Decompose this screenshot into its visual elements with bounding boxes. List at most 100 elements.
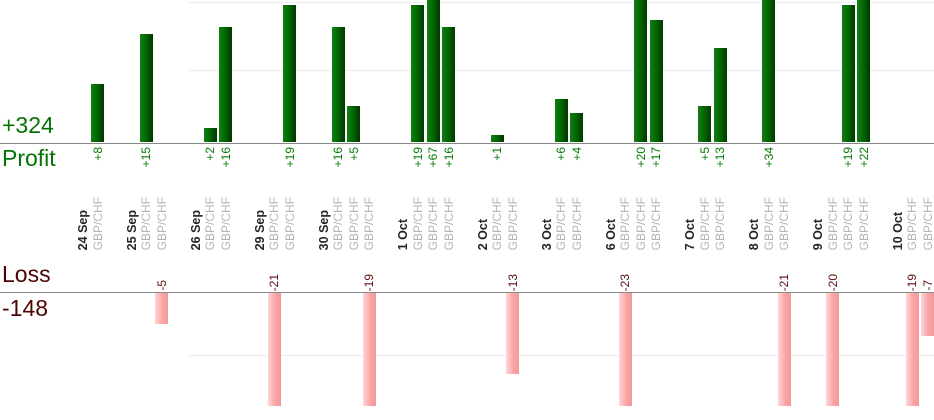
trade-column: GBP/CHF +1 bbox=[490, 0, 506, 420]
profit-gridline-lower bbox=[188, 70, 934, 71]
date-group: 7 Oct GBP/CHF +5 GBP/CHF +13 bbox=[683, 0, 728, 420]
date-column: 29 Sep bbox=[253, 0, 267, 420]
trade-column: GBP/CHF +4 bbox=[569, 0, 585, 420]
profit-axis-label: Profit bbox=[2, 145, 56, 171]
trade-column: GBP/CHF +67 bbox=[426, 0, 442, 420]
currency-pair-label: GBP/CHF bbox=[761, 196, 776, 250]
profit-value-label: +19 bbox=[841, 147, 856, 168]
loss-bar bbox=[777, 293, 791, 406]
profit-value-label: +19 bbox=[410, 147, 425, 168]
profit-bar bbox=[219, 27, 232, 142]
date-label: 26 Sep bbox=[188, 209, 203, 250]
date-column: 3 Oct bbox=[540, 0, 554, 420]
currency-pair-label: GBP/CHF bbox=[618, 196, 633, 250]
trade-column: GBP/CHF +13 bbox=[713, 0, 729, 420]
currency-pair-label: GBP/CHF bbox=[554, 196, 569, 250]
profit-bar bbox=[331, 27, 345, 142]
date-label: 1 Oct bbox=[396, 218, 410, 250]
date-column: 8 Oct bbox=[747, 0, 761, 420]
trade-column: GBP/CHF +17 bbox=[649, 0, 665, 420]
trade-column: GBP/CHF +16 bbox=[441, 0, 457, 420]
trade-column: GBP/CHF +15 bbox=[139, 0, 155, 420]
loss-bar bbox=[155, 293, 168, 324]
loss-value-label: -7 bbox=[920, 280, 934, 291]
loss-value-label: -19 bbox=[905, 273, 920, 291]
profit-bar bbox=[490, 135, 504, 142]
profit-value-label: +6 bbox=[554, 147, 569, 161]
loss-bar bbox=[267, 293, 281, 406]
profit-bar bbox=[841, 5, 855, 142]
currency-pair-label: GBP/CHF bbox=[905, 196, 920, 250]
loss-bar bbox=[618, 293, 632, 406]
currency-pair-label: GBP/CHF bbox=[410, 196, 425, 250]
trade-column: GBP/CHF +16 bbox=[331, 0, 347, 420]
date-column: 30 Sep bbox=[317, 0, 331, 420]
currency-pair-label: GBP/CHF bbox=[346, 196, 361, 250]
currency-pair-label: GBP/CHF bbox=[426, 196, 441, 250]
currency-pair-label: GBP/CHF bbox=[777, 196, 792, 250]
date-label: 2 Oct bbox=[475, 218, 490, 250]
loss-bar bbox=[905, 293, 919, 406]
currency-pair-label: GBP/CHF bbox=[505, 196, 520, 250]
date-group: 25 Sep GBP/CHF +15 GBP/CHF -5 bbox=[125, 0, 170, 420]
date-label: 25 Sep bbox=[124, 209, 139, 250]
trade-column: GBP/CHF +6 bbox=[554, 0, 570, 420]
trade-column: GBP/CHF +19 bbox=[841, 0, 857, 420]
profit-gridline-upper bbox=[188, 2, 934, 3]
profit-bar bbox=[442, 27, 455, 142]
profit-total: +324 bbox=[2, 112, 54, 138]
profit-value-label: +67 bbox=[426, 147, 441, 168]
profit-value-label: +8 bbox=[90, 147, 105, 161]
date-label: 7 Oct bbox=[683, 218, 697, 250]
trade-column: GBP/CHF +5 bbox=[697, 0, 713, 420]
profit-bar bbox=[857, 0, 870, 142]
date-column: 2 Oct bbox=[476, 0, 490, 420]
profit-bar bbox=[713, 48, 727, 142]
loss-value-label: -13 bbox=[505, 273, 520, 291]
currency-pair-label: GBP/CHF bbox=[490, 196, 505, 250]
profit-axis-line bbox=[0, 143, 934, 144]
date-column: 26 Sep bbox=[189, 0, 203, 420]
currency-pair-label: GBP/CHF bbox=[282, 196, 297, 250]
trade-column: GBP/CHF -20 bbox=[825, 0, 841, 420]
date-group: 6 Oct GBP/CHF -23 GBP/CHF +20 GBP/CHF +17 bbox=[604, 0, 665, 420]
profit-value-label: +15 bbox=[139, 147, 154, 168]
profit-bar bbox=[634, 0, 647, 142]
profit-bar bbox=[570, 113, 583, 142]
currency-pair-label: GBP/CHF bbox=[569, 196, 584, 250]
profit-bar bbox=[91, 84, 104, 142]
date-group: 10 Oct GBP/CHF -19 GBP/CHF -7 bbox=[891, 0, 934, 420]
date-group: 29 Sep GBP/CHF -21 GBP/CHF +19 bbox=[253, 0, 298, 420]
currency-pair-label: GBP/CHF bbox=[139, 196, 154, 250]
currency-pair-label: GBP/CHF bbox=[441, 196, 456, 250]
loss-bar bbox=[921, 293, 934, 336]
loss-bar bbox=[362, 293, 376, 406]
currency-pair-label: GBP/CHF bbox=[825, 196, 840, 250]
date-column: 24 Sep bbox=[76, 0, 90, 420]
trade-column: GBP/CHF -21 bbox=[267, 0, 283, 420]
currency-pair-label: GBP/CHF bbox=[362, 196, 377, 250]
profit-value-label: +13 bbox=[713, 147, 728, 168]
profit-bar bbox=[203, 128, 217, 142]
date-column: 9 Oct bbox=[811, 0, 825, 420]
date-label: 10 Oct bbox=[890, 211, 905, 250]
loss-axis-line bbox=[0, 292, 934, 293]
date-column: 1 Oct bbox=[396, 0, 410, 420]
trade-column: GBP/CHF +19 bbox=[410, 0, 426, 420]
trade-column: GBP/CHF -19 bbox=[905, 0, 921, 420]
profit-bar bbox=[283, 5, 296, 142]
currency-pair-label: GBP/CHF bbox=[218, 196, 233, 250]
trade-column: GBP/CHF -19 bbox=[362, 0, 378, 420]
profit-value-label: +19 bbox=[282, 147, 297, 168]
trade-column: GBP/CHF +19 bbox=[282, 0, 298, 420]
loss-value-label: -20 bbox=[825, 273, 840, 291]
date-group: 30 Sep GBP/CHF +16 GBP/CHF +5 GBP/CHF -19 bbox=[317, 0, 378, 420]
currency-pair-label: GBP/CHF bbox=[331, 196, 346, 250]
profit-bar bbox=[554, 99, 568, 142]
loss-value-label: -5 bbox=[154, 280, 169, 291]
loss-total: -148 bbox=[2, 295, 49, 321]
loss-value-label: -23 bbox=[618, 273, 633, 291]
date-label: 9 Oct bbox=[811, 218, 825, 250]
loss-value-label: -21 bbox=[777, 273, 792, 291]
trade-column: GBP/CHF -13 bbox=[505, 0, 521, 420]
